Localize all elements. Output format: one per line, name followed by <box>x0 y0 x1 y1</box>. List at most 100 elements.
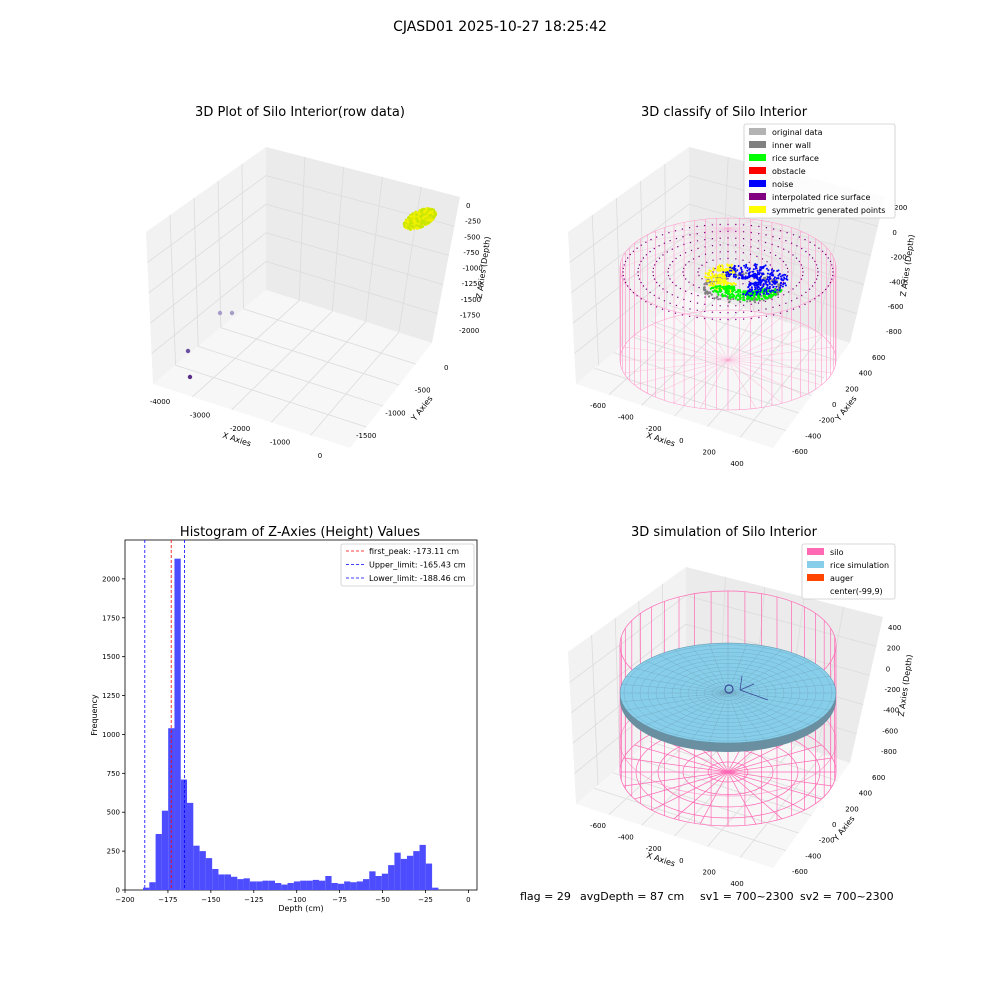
interpolated-point <box>679 287 682 290</box>
x-tick-label: 0 <box>679 857 683 865</box>
interpolated-point <box>667 271 669 273</box>
gridline <box>192 300 300 398</box>
noise-point <box>722 271 725 274</box>
noise-point <box>772 269 775 272</box>
rice-mesh-spoke <box>673 649 729 694</box>
panel1-y-axis-label: Y Axies <box>409 394 435 423</box>
gridline <box>198 346 383 407</box>
histogram-bar <box>413 851 420 890</box>
gridline <box>574 261 690 354</box>
noise-point <box>745 263 748 266</box>
noise-point <box>771 283 774 286</box>
interpolated-point <box>649 291 651 294</box>
inner-wall-point <box>754 301 757 304</box>
rice-surface-point <box>715 290 719 293</box>
interpolated-point <box>719 237 721 239</box>
silo-floor-spoke <box>651 359 729 396</box>
silo-floor-spoke <box>727 771 822 800</box>
interpolated-point <box>742 245 745 247</box>
inner-wall-point <box>710 293 713 296</box>
y-tick-label: 200 <box>845 805 858 813</box>
rice-surface-point <box>724 294 727 297</box>
symmetric-point <box>708 284 711 287</box>
interpolated-point <box>764 300 767 303</box>
histogram-bar <box>419 844 426 890</box>
noise-point <box>778 289 781 292</box>
interpolated-point <box>711 311 714 313</box>
panel1-z-ticks: 0 -250 -500 -750 -1000 -1250 -1500 -1750 -2000 <box>459 202 483 335</box>
noise-point <box>728 273 731 276</box>
noise-point <box>781 274 784 277</box>
histogram-bar <box>174 558 181 890</box>
histogram-bar <box>218 874 225 890</box>
noise-point <box>774 282 776 285</box>
interpolated-point <box>765 315 768 317</box>
interpolated-point <box>696 225 698 228</box>
symmetric-point <box>730 263 733 266</box>
interpolated-point <box>798 281 800 284</box>
rice-surface-point <box>715 285 719 288</box>
rice-mesh-spoke <box>690 645 729 694</box>
interpolated-point <box>719 230 721 233</box>
noise-point <box>731 267 734 270</box>
legend-swatch <box>807 548 824 555</box>
interpolated-point <box>703 224 706 227</box>
rice-surface-point <box>731 285 734 288</box>
noise-point <box>769 277 772 280</box>
rice-surface-point <box>731 290 734 293</box>
x-tick-label: −75 <box>332 896 347 904</box>
interpolated-point <box>711 318 714 320</box>
interpolated-point <box>719 251 721 253</box>
interpolated-point <box>696 302 699 304</box>
noise-point <box>768 275 771 278</box>
legend-label: inner wall <box>772 141 811 150</box>
silo-roof-spoke <box>727 227 837 269</box>
interpolated-point <box>685 278 687 280</box>
rice-surface-point <box>766 296 769 299</box>
gridline <box>570 623 687 714</box>
histogram-bar <box>381 873 389 890</box>
interpolated-point <box>688 315 691 317</box>
interpolated-point <box>704 246 706 248</box>
cluster-point <box>427 208 431 212</box>
gridline <box>193 197 199 347</box>
symmetric-point <box>708 271 711 274</box>
rice-surface-point <box>762 295 765 298</box>
rice-surface-point <box>724 285 727 289</box>
noise-point <box>758 281 760 284</box>
interpolated-point <box>805 291 807 294</box>
interpolated-point <box>701 264 703 266</box>
silo-roof-spoke <box>634 227 729 244</box>
legend-label: Lower_limit: -188.46 cm <box>369 574 466 583</box>
z-tick-label: -1500 <box>461 296 481 304</box>
histogram-bar <box>312 879 319 890</box>
symmetric-point <box>721 264 724 267</box>
silo-floor-spoke <box>727 359 783 404</box>
rice-surface-point <box>743 299 746 302</box>
noise-point <box>767 279 770 282</box>
interpolated-point <box>637 274 639 277</box>
interpolated-point <box>735 223 737 226</box>
interpolated-point <box>782 281 785 284</box>
noise-point <box>757 288 760 291</box>
interpolated-point <box>652 271 654 273</box>
rice-surface-point <box>767 295 770 298</box>
legend-swatch <box>749 193 766 200</box>
noise-point <box>759 276 761 279</box>
gridline <box>614 617 621 767</box>
x-tick-label: -200 <box>646 845 662 853</box>
noise-point <box>785 277 788 280</box>
gridline <box>298 156 306 301</box>
symmetric-point <box>715 282 719 285</box>
silo-floor-spoke <box>673 771 729 820</box>
histogram-bar <box>180 779 188 890</box>
panel2-x-axis-label: X Axies <box>645 431 676 449</box>
y-tick-label: -1500 <box>356 432 376 440</box>
silo-floor-spoke <box>623 757 729 773</box>
symmetric-point <box>711 275 714 278</box>
noise-point <box>749 294 752 297</box>
symmetric-point <box>716 269 720 272</box>
silo-roof-spoke <box>727 224 783 229</box>
noise-point <box>782 283 785 286</box>
noise-point <box>750 286 753 289</box>
